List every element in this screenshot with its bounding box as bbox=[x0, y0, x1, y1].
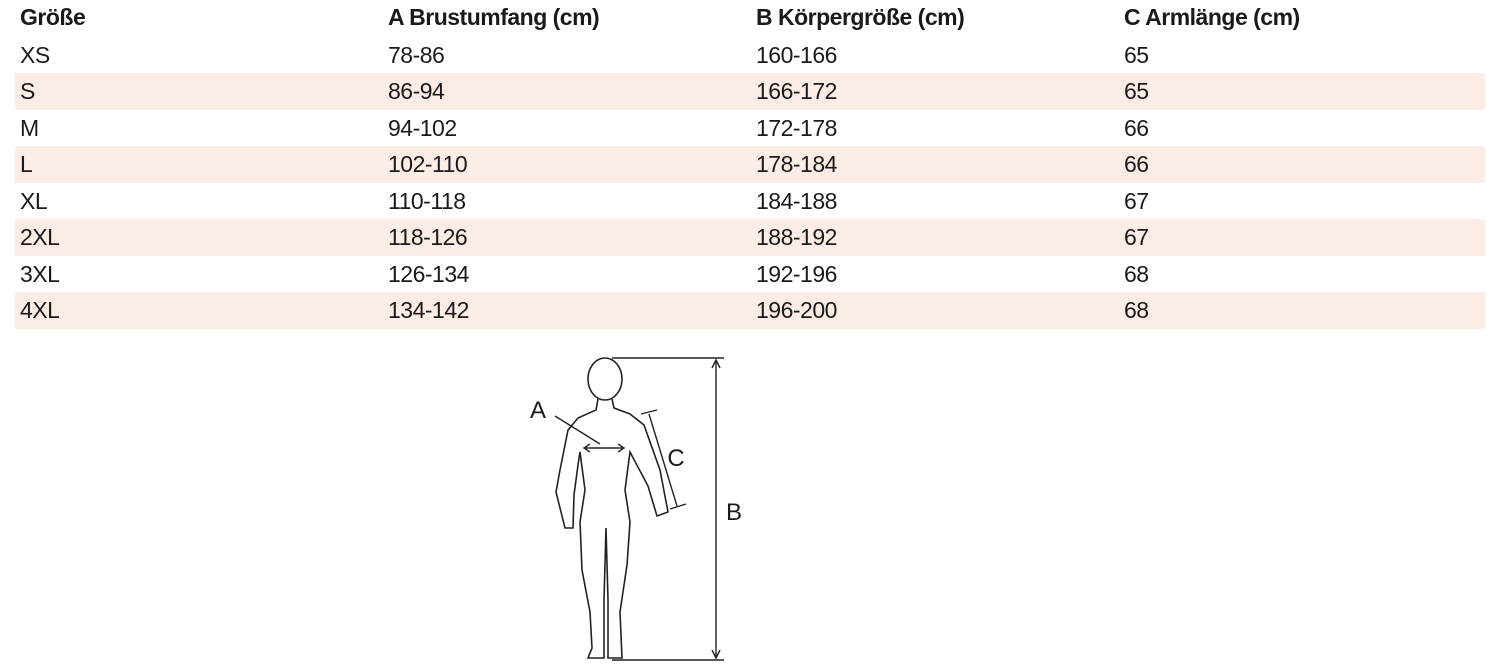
header-cell: Größe bbox=[20, 4, 86, 30]
table-cell: 134-142 bbox=[388, 297, 469, 323]
table-cell: 188-192 bbox=[756, 224, 837, 250]
table-cell: XS bbox=[20, 41, 50, 68]
table-cell: 2XL bbox=[20, 224, 60, 250]
table-cell: 118-126 bbox=[388, 224, 468, 250]
table-cell: 65 bbox=[1124, 78, 1149, 104]
table-cell: 178-184 bbox=[756, 151, 837, 177]
table-cell: 184-188 bbox=[756, 187, 837, 214]
table-cell: 66 bbox=[1124, 114, 1149, 141]
table-cell: 65 bbox=[1124, 41, 1149, 68]
table-cell: 78-86 bbox=[388, 41, 445, 68]
measure-lines bbox=[554, 357, 724, 661]
table-row: M 94-102 172-178 66 bbox=[15, 110, 1485, 147]
table-cell: 3XL bbox=[20, 260, 60, 287]
table-cell: 68 bbox=[1124, 260, 1149, 287]
table-cell: M bbox=[20, 114, 39, 141]
table-cell: 196-200 bbox=[756, 297, 837, 323]
table-row: 2XL 118-126 188-192 67 bbox=[15, 219, 1485, 256]
table-cell: 66 bbox=[1124, 151, 1149, 177]
table-cell: 160-166 bbox=[756, 41, 837, 68]
table-row: S 86-94 166-172 65 bbox=[15, 73, 1485, 110]
table-cell: 126-134 bbox=[388, 260, 469, 287]
table-cell: 166-172 bbox=[756, 78, 837, 104]
size-table: Größe A Brustumfang (cm) B Körpergröße (cm… bbox=[15, 0, 1485, 329]
table-cell: 67 bbox=[1124, 224, 1149, 250]
table-row: XS 78-86 160-166 65 bbox=[15, 37, 1485, 74]
header-row: Größe A Brustumfang (cm) B Körpergröße (cm… bbox=[15, 0, 1485, 37]
label-b: B bbox=[726, 499, 742, 526]
table-cell: 110-118 bbox=[388, 187, 466, 214]
table-cell: L bbox=[20, 151, 33, 177]
table-cell: 172-178 bbox=[756, 114, 837, 141]
table-cell: 102-110 bbox=[388, 151, 468, 177]
table-row: 3XL 126-134 192-196 68 bbox=[15, 256, 1485, 293]
table-cell: 68 bbox=[1124, 297, 1149, 323]
header-cell: B Körpergröße (cm) bbox=[756, 4, 965, 30]
label-c: C bbox=[667, 445, 684, 472]
table-cell: S bbox=[20, 78, 35, 104]
header-cell: A Brustumfang (cm) bbox=[388, 4, 600, 30]
table-cell: 94-102 bbox=[388, 114, 457, 141]
table-cell: 4XL bbox=[20, 297, 60, 323]
header-cell: C Armlänge (cm) bbox=[1124, 4, 1300, 30]
label-a: A bbox=[530, 397, 546, 424]
figure bbox=[555, 357, 669, 659]
table-cell: 67 bbox=[1124, 187, 1149, 214]
table-cell: 192-196 bbox=[756, 260, 837, 287]
table-row: XL 110-118 184-188 67 bbox=[15, 183, 1485, 220]
table-row: L 102-110 178-184 66 bbox=[15, 146, 1485, 183]
table-cell: XL bbox=[20, 187, 48, 214]
table-cell: 86-94 bbox=[388, 78, 445, 104]
table-row: 4XL 134-142 196-200 68 bbox=[15, 292, 1485, 329]
